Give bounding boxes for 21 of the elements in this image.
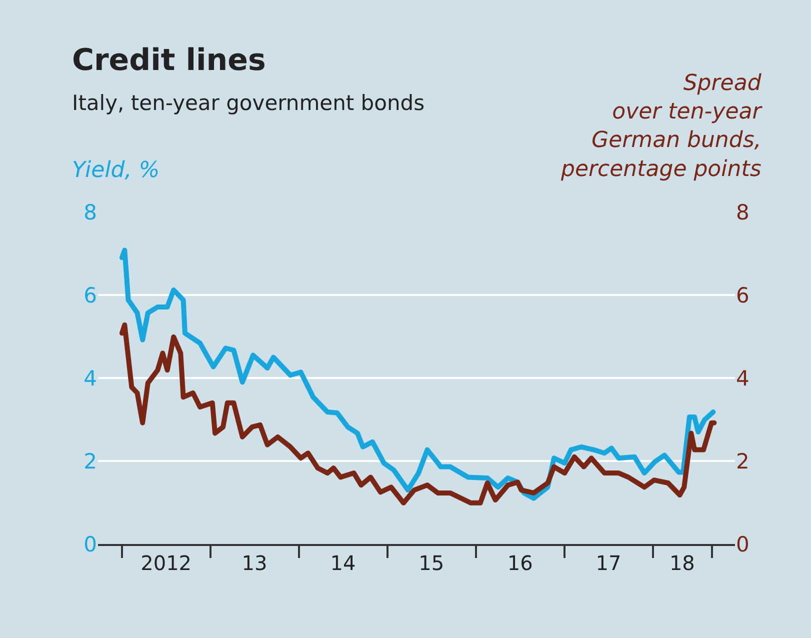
y-tick-label: 2	[84, 449, 97, 474]
y2-tick-label: 2	[736, 449, 750, 474]
x-tick-label: 13	[242, 551, 268, 575]
x-tick-label: 18	[669, 551, 695, 575]
x-tick-label: 16	[507, 551, 533, 575]
y2-axis-title: Spread over ten-year German bunds, percentage points	[560, 71, 764, 182]
x-tick-label: 2012	[140, 551, 192, 575]
y-tick-label: 6	[84, 283, 97, 308]
y-tick-label: 8	[84, 200, 97, 224]
y2-tick-label: 8	[736, 200, 750, 224]
chart-subtitle: Italy, ten-year government bonds	[72, 91, 425, 115]
y2-tick-label: 6	[736, 283, 750, 308]
chart-title: Credit lines	[72, 43, 266, 78]
x-tick-label: 14	[330, 551, 356, 575]
x-tick-label: 15	[418, 551, 444, 575]
x-tick-label: 17	[596, 551, 622, 575]
y-axis-title: Yield, %	[72, 158, 160, 183]
y-tick-label: 0	[84, 532, 97, 556]
y2-tick-label: 0	[736, 532, 750, 556]
y-tick-label: 4	[84, 366, 97, 390]
y2-tick-label: 4	[736, 366, 750, 390]
